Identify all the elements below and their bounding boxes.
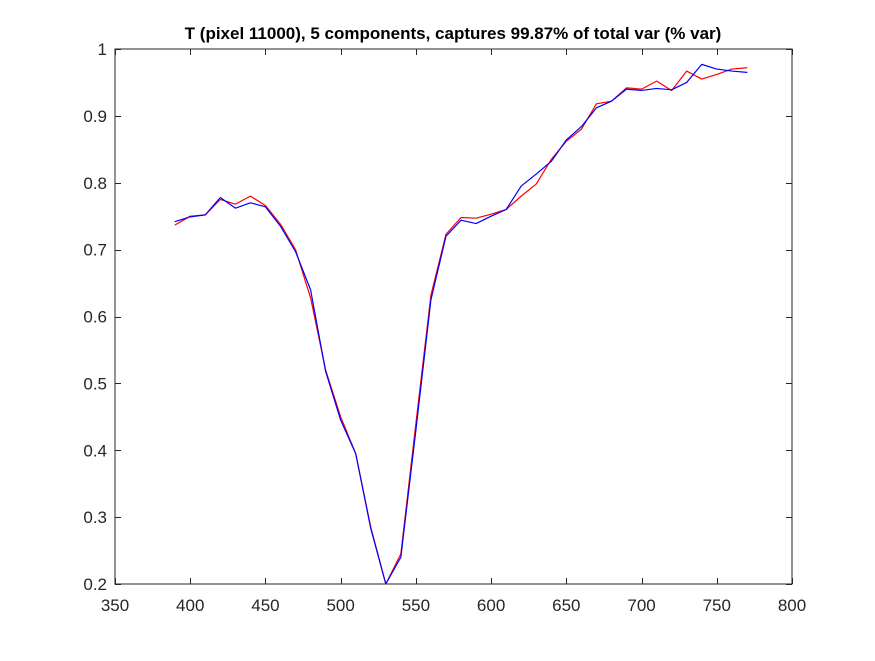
x-tick-label: 700 xyxy=(627,596,655,615)
x-ticks: 350 400 450 500 550 600 650 700 750 800 xyxy=(101,49,806,615)
series-line-2 xyxy=(174,63,748,585)
x-tick-label: 550 xyxy=(402,596,430,615)
x-tick-label: 450 xyxy=(251,596,279,615)
y-tick-label: 0.7 xyxy=(83,241,107,260)
y-tick-label: 0.2 xyxy=(83,575,107,594)
y-tick-label: 0.5 xyxy=(83,374,107,393)
chart-title: T (pixel 11000), 5 components, captures … xyxy=(185,24,722,43)
series-line-1 xyxy=(174,67,748,585)
x-tick-label: 400 xyxy=(176,596,204,615)
plot-area-background xyxy=(115,49,792,584)
x-tick-label: 350 xyxy=(101,596,129,615)
x-tick-label: 650 xyxy=(552,596,580,615)
x-tick-label: 800 xyxy=(778,596,806,615)
y-ticks: 0.2 0.3 0.4 0.5 0.6 0.7 0.8 0.9 1 xyxy=(83,40,792,594)
y-tick-label: 0.3 xyxy=(83,508,107,527)
x-tick-label: 600 xyxy=(477,596,505,615)
y-tick-label: 1 xyxy=(98,40,107,59)
x-tick-label: 500 xyxy=(326,596,354,615)
y-tick-label: 0.8 xyxy=(83,174,107,193)
axes-layer xyxy=(114,48,793,585)
y-tick-label: 0.6 xyxy=(83,308,107,327)
series-layer xyxy=(174,63,748,585)
axes-box xyxy=(114,48,793,585)
y-tick-label: 0.4 xyxy=(83,441,107,460)
x-tick-label: 750 xyxy=(703,596,731,615)
y-tick-label: 0.9 xyxy=(83,107,107,126)
